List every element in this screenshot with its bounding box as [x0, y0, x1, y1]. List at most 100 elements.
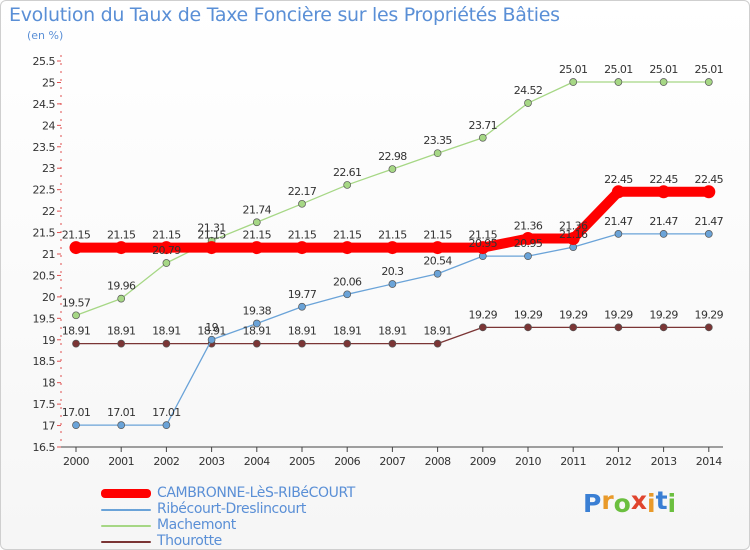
data-label-cambronne: 22.45	[604, 173, 633, 186]
data-label-machemont: 25.01	[604, 63, 633, 76]
data-label-ribecourt: 21.16	[559, 228, 588, 241]
y-tick-label: 17.5	[33, 398, 56, 411]
data-label-ribecourt: 21.47	[649, 215, 678, 228]
data-point-ribecourt	[659, 229, 668, 238]
data-point-ribecourt	[614, 229, 623, 238]
data-point-thourotte	[433, 339, 442, 348]
data-point-ribecourt	[704, 229, 713, 238]
data-label-thourotte: 19.29	[604, 308, 633, 321]
data-label-ribecourt: 19.38	[243, 304, 272, 317]
data-point-machemont	[252, 218, 261, 227]
chart-unit-label: (en %)	[27, 29, 64, 42]
data-point-machemont	[524, 99, 532, 107]
data-point-thourotte	[252, 339, 261, 348]
data-point-cambronne	[385, 241, 399, 255]
data-point-machemont	[117, 294, 126, 303]
data-label-machemont: 23.71	[469, 119, 498, 132]
data-label-thourotte: 18.91	[423, 325, 452, 338]
y-tick-label: 22.5	[33, 184, 56, 197]
data-label-machemont: 22.61	[333, 166, 362, 179]
x-tick-label: 2012	[605, 455, 631, 468]
data-label-machemont: 22.98	[378, 150, 407, 163]
y-tick-label: 25	[42, 76, 55, 89]
data-point-ribecourt	[524, 252, 532, 260]
data-label-thourotte: 18.91	[62, 325, 91, 338]
y-tick-label: 20	[42, 291, 55, 304]
x-tick-label: 2013	[651, 455, 677, 468]
y-tick-label: 24.5	[33, 98, 56, 111]
data-label-cambronne: 22.45	[695, 173, 724, 186]
data-label-machemont: 19.57	[62, 296, 91, 309]
data-label-ribecourt: 19	[205, 321, 218, 334]
logo-letter: o	[613, 489, 631, 518]
legend-label-ribecourt: Ribécourt-Dreslincourt	[157, 501, 306, 517]
data-point-cambronne	[114, 241, 128, 255]
data-point-ribecourt	[433, 269, 442, 278]
data-point-machemont	[659, 78, 668, 86]
data-label-cambronne: 21.15	[107, 229, 136, 242]
data-point-machemont	[343, 181, 352, 189]
data-point-machemont	[298, 199, 306, 208]
x-tick-label: 2001	[108, 455, 134, 468]
legend-label-thourotte: Thourotte	[157, 533, 222, 549]
data-label-cambronne: 21.36	[559, 220, 588, 233]
y-tick-label: 23	[42, 162, 55, 175]
data-point-cambronne	[69, 241, 83, 255]
data-label-cambronne: 21.15	[333, 229, 362, 242]
x-tick-label: 2010	[515, 455, 541, 468]
y-tick-label: 16.5	[33, 441, 56, 454]
data-point-ribecourt	[72, 421, 80, 429]
data-label-machemont: 20.79	[152, 244, 181, 257]
y-tick-label: 22	[42, 205, 55, 218]
data-point-machemont	[569, 78, 578, 86]
data-point-cambronne	[521, 232, 535, 246]
legend-swatch-machemont	[101, 525, 151, 527]
data-point-ribecourt	[252, 319, 261, 328]
y-tick-label: 19.5	[33, 312, 56, 325]
data-point-cambronne	[431, 241, 445, 255]
y-tick-label: 20.5	[33, 269, 56, 282]
data-label-thourotte: 18.91	[243, 325, 272, 338]
data-label-machemont: 22.17	[288, 185, 317, 198]
data-label-ribecourt: 20.95	[514, 237, 543, 250]
x-tick-label: 2014	[696, 455, 722, 468]
x-tick-label: 2004	[244, 455, 270, 468]
data-label-thourotte: 18.91	[288, 325, 317, 338]
data-point-ribecourt	[207, 335, 216, 344]
data-label-machemont: 19.96	[107, 280, 136, 293]
data-label-thourotte: 19.29	[695, 308, 724, 321]
data-label-ribecourt: 17.01	[107, 406, 136, 419]
data-point-machemont	[478, 133, 487, 142]
data-label-ribecourt: 21.47	[695, 215, 724, 228]
data-point-ribecourt	[117, 421, 126, 429]
x-tick-label: 2007	[379, 455, 405, 468]
data-label-cambronne: 22.45	[649, 173, 678, 186]
legend-label-cambronne: CAMBRONNE-LèS-RIBéCOURT	[157, 485, 355, 501]
logo-letter: i	[647, 489, 656, 518]
data-point-thourotte	[569, 323, 578, 332]
data-label-thourotte: 19.29	[469, 308, 498, 321]
x-tick-label: 2009	[470, 455, 496, 468]
data-point-machemont	[433, 149, 442, 158]
y-tick-label: 17	[42, 420, 55, 433]
x-tick-label: 2000	[63, 455, 89, 468]
data-point-ribecourt	[162, 421, 171, 429]
data-point-cambronne	[159, 241, 173, 255]
y-tick-label: 23.5	[33, 141, 56, 154]
data-label-machemont: 25.01	[559, 63, 588, 76]
y-tick-label: 21.5	[33, 227, 56, 240]
data-label-machemont: 23.35	[423, 134, 452, 147]
data-label-ribecourt: 20.95	[469, 237, 498, 250]
y-tick-label: 18.5	[33, 355, 56, 368]
x-tick-label: 2005	[289, 455, 315, 468]
data-label-cambronne: 21.15	[197, 229, 226, 242]
data-label-thourotte: 18.91	[197, 325, 226, 338]
data-point-ribecourt	[298, 302, 306, 311]
data-point-machemont	[704, 78, 713, 86]
data-point-thourotte	[298, 339, 306, 348]
data-label-ribecourt: 20.54	[423, 255, 452, 268]
x-tick-label: 2011	[560, 455, 586, 468]
data-point-cambronne	[566, 232, 580, 246]
data-label-ribecourt: 21.47	[604, 215, 633, 228]
data-label-cambronne: 21.15	[378, 229, 407, 242]
